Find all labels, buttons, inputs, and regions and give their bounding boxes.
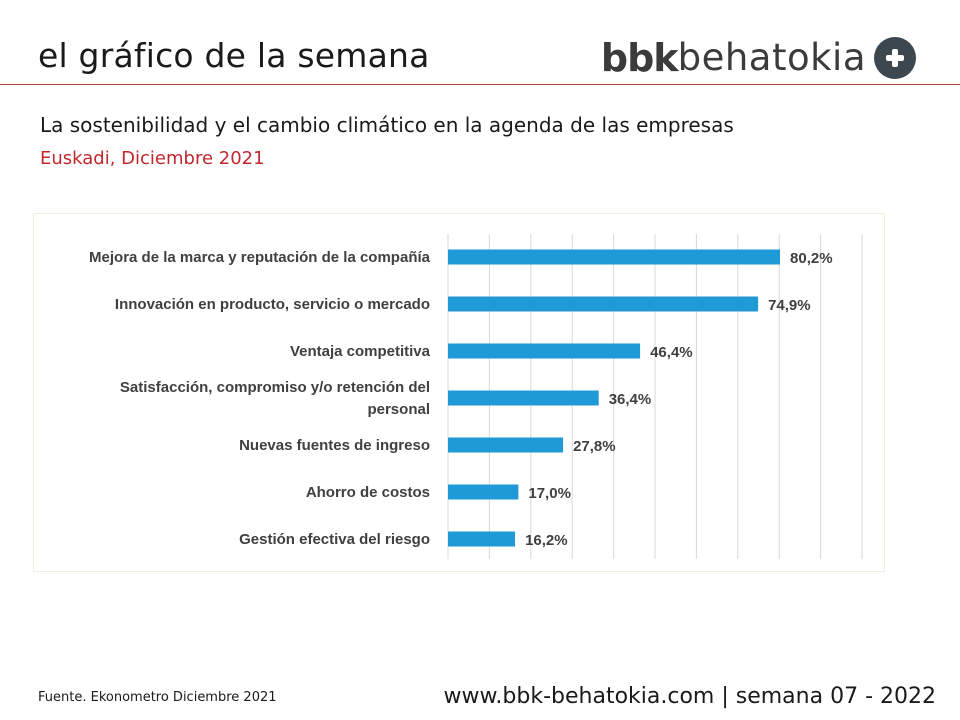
data-label: 36,4%: [609, 391, 652, 408]
brand-logo: bbk behatokia: [601, 37, 916, 79]
data-label: 74,9%: [768, 297, 811, 314]
data-label: 46,4%: [650, 344, 693, 361]
category-label: Nuevas fuentes de ingreso: [239, 437, 430, 454]
footer-site-week: www.bbk-behatokia.com | semana 07 - 2022: [443, 684, 936, 709]
category-label: Ahorro de costos: [306, 484, 430, 501]
chart-region-date: Euskadi, Diciembre 2021: [40, 148, 265, 169]
plus-icon: [874, 37, 916, 79]
data-label: 17,0%: [528, 485, 571, 502]
chart-frame: Mejora de la marca y reputación de la co…: [33, 213, 885, 572]
category-label: personal: [367, 401, 430, 418]
data-label: 80,2%: [790, 250, 833, 267]
source-note: Fuente. Ekonometro Diciembre 2021: [38, 690, 277, 705]
bar: [448, 390, 599, 406]
bar: [448, 437, 564, 453]
page-title: el gráfico de la semana: [38, 36, 430, 75]
bar-chart: Mejora de la marca y reputación de la co…: [89, 234, 863, 559]
chart-subtitle: La sostenibilidad y el cambio climático …: [40, 113, 734, 137]
category-label: Gestión efectiva del riesgo: [239, 531, 430, 548]
brand-logo-behatokia: behatokia: [677, 36, 866, 79]
bar: [448, 484, 519, 500]
bar: [448, 249, 781, 265]
data-label: 27,8%: [573, 438, 616, 455]
bar: [448, 343, 641, 359]
category-label: Mejora de la marca y reputación de la co…: [89, 249, 431, 266]
category-label: Satisfacción, compromiso y/o retención d…: [120, 379, 430, 396]
brand-logo-bbk: bbk: [600, 36, 679, 80]
category-label: Innovación en producto, servicio o merca…: [115, 296, 430, 313]
data-label: 16,2%: [525, 532, 568, 549]
bar: [448, 296, 759, 312]
category-label: Ventaja competitiva: [290, 343, 431, 360]
bar: [448, 531, 516, 547]
header-divider: [0, 84, 960, 85]
